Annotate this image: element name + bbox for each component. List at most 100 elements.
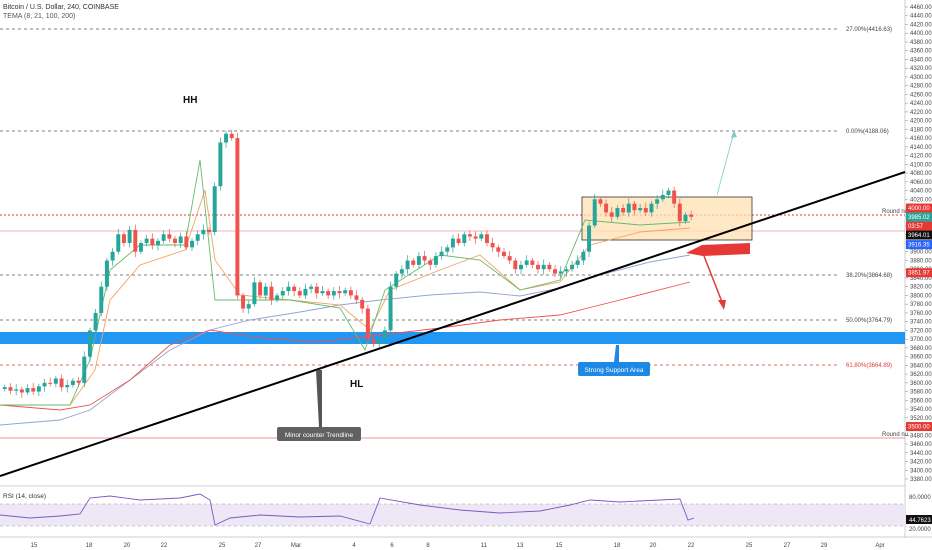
- candle[interactable]: [587, 221, 592, 257]
- candle[interactable]: [144, 234, 149, 247]
- candle[interactable]: [473, 231, 478, 244]
- candle[interactable]: [8, 383, 13, 395]
- candle[interactable]: [615, 205, 620, 220]
- candle[interactable]: [655, 195, 660, 209]
- candle[interactable]: [31, 382, 36, 396]
- candle[interactable]: [127, 225, 132, 248]
- candle[interactable]: [609, 207, 614, 223]
- candle[interactable]: [337, 285, 342, 299]
- candle[interactable]: [388, 281, 393, 334]
- candle[interactable]: [371, 333, 376, 348]
- candle[interactable]: [382, 326, 387, 345]
- candle[interactable]: [354, 290, 359, 305]
- candle[interactable]: [138, 240, 143, 255]
- candle[interactable]: [76, 376, 81, 387]
- candle[interactable]: [570, 260, 575, 272]
- bullish-projection-arrow[interactable]: [716, 131, 735, 196]
- candle[interactable]: [14, 384, 19, 396]
- candle[interactable]: [201, 224, 206, 240]
- candle[interactable]: [258, 279, 263, 299]
- candle[interactable]: [269, 281, 274, 306]
- candle[interactable]: [536, 260, 541, 274]
- candle[interactable]: [195, 230, 200, 246]
- candle[interactable]: [541, 259, 546, 275]
- rsi-line[interactable]: [0, 493, 695, 526]
- candlestick-series[interactable]: [2, 129, 694, 398]
- strong-support-area[interactable]: [0, 332, 905, 344]
- candle[interactable]: [399, 265, 404, 278]
- candle[interactable]: [224, 131, 229, 148]
- candle[interactable]: [133, 224, 138, 257]
- candle[interactable]: [598, 196, 603, 208]
- candle[interactable]: [82, 351, 87, 388]
- candle[interactable]: [626, 198, 631, 217]
- bearish-projection-arrow[interactable]: [703, 255, 723, 303]
- candle[interactable]: [666, 187, 671, 199]
- candle[interactable]: [343, 287, 348, 296]
- candle[interactable]: [280, 287, 285, 299]
- candle[interactable]: [507, 250, 512, 264]
- candle[interactable]: [59, 374, 64, 392]
- candle[interactable]: [36, 383, 41, 396]
- candle[interactable]: [246, 300, 251, 314]
- candle[interactable]: [683, 211, 688, 224]
- candle[interactable]: [621, 204, 626, 216]
- candle[interactable]: [592, 194, 597, 229]
- candle[interactable]: [348, 286, 353, 299]
- candle[interactable]: [649, 201, 654, 217]
- candle[interactable]: [326, 288, 331, 299]
- candle[interactable]: [309, 284, 314, 294]
- candle[interactable]: [643, 202, 648, 216]
- candle[interactable]: [689, 210, 694, 221]
- candle[interactable]: [286, 281, 291, 296]
- candle[interactable]: [553, 265, 558, 278]
- candle[interactable]: [292, 284, 297, 297]
- candle[interactable]: [394, 270, 399, 291]
- candle[interactable]: [155, 238, 160, 251]
- candle[interactable]: [672, 186, 677, 209]
- candle[interactable]: [450, 234, 455, 253]
- candle[interactable]: [320, 285, 325, 296]
- minor-trendline-callout[interactable]: [277, 427, 361, 441]
- candle[interactable]: [167, 229, 172, 243]
- candle[interactable]: [479, 231, 484, 242]
- candle[interactable]: [99, 281, 104, 317]
- candle[interactable]: [53, 375, 58, 388]
- candle[interactable]: [331, 287, 336, 300]
- candle[interactable]: [439, 246, 444, 260]
- candle[interactable]: [558, 266, 563, 278]
- candle[interactable]: [632, 201, 637, 216]
- candle[interactable]: [70, 378, 75, 388]
- candle[interactable]: [42, 378, 47, 392]
- candle[interactable]: [121, 231, 126, 247]
- candle[interactable]: [303, 283, 308, 299]
- candle[interactable]: [190, 238, 195, 251]
- candle[interactable]: [377, 336, 382, 348]
- candle[interactable]: [467, 230, 472, 241]
- candle[interactable]: [263, 282, 268, 300]
- candle[interactable]: [530, 257, 535, 269]
- candle[interactable]: [416, 252, 421, 269]
- candle[interactable]: [218, 137, 223, 191]
- candle[interactable]: [184, 231, 189, 250]
- candle[interactable]: [519, 260, 523, 275]
- candle[interactable]: [161, 230, 166, 244]
- candle[interactable]: [547, 262, 552, 272]
- candle[interactable]: [428, 257, 433, 271]
- tema-21-line[interactable]: [0, 189, 691, 406]
- candle[interactable]: [150, 233, 155, 250]
- candle[interactable]: [110, 247, 115, 266]
- candle[interactable]: [229, 129, 234, 141]
- candle[interactable]: [564, 266, 569, 277]
- tema-8-line[interactable]: [0, 159, 691, 406]
- candle[interactable]: [275, 292, 280, 303]
- candle[interactable]: [87, 327, 92, 362]
- candle[interactable]: [484, 230, 489, 247]
- candle[interactable]: [2, 384, 7, 392]
- candle[interactable]: [104, 257, 109, 292]
- candle[interactable]: [581, 249, 586, 265]
- candle[interactable]: [513, 257, 518, 274]
- tema-100-line[interactable]: [0, 281, 691, 411]
- support-callout[interactable]: [578, 362, 650, 376]
